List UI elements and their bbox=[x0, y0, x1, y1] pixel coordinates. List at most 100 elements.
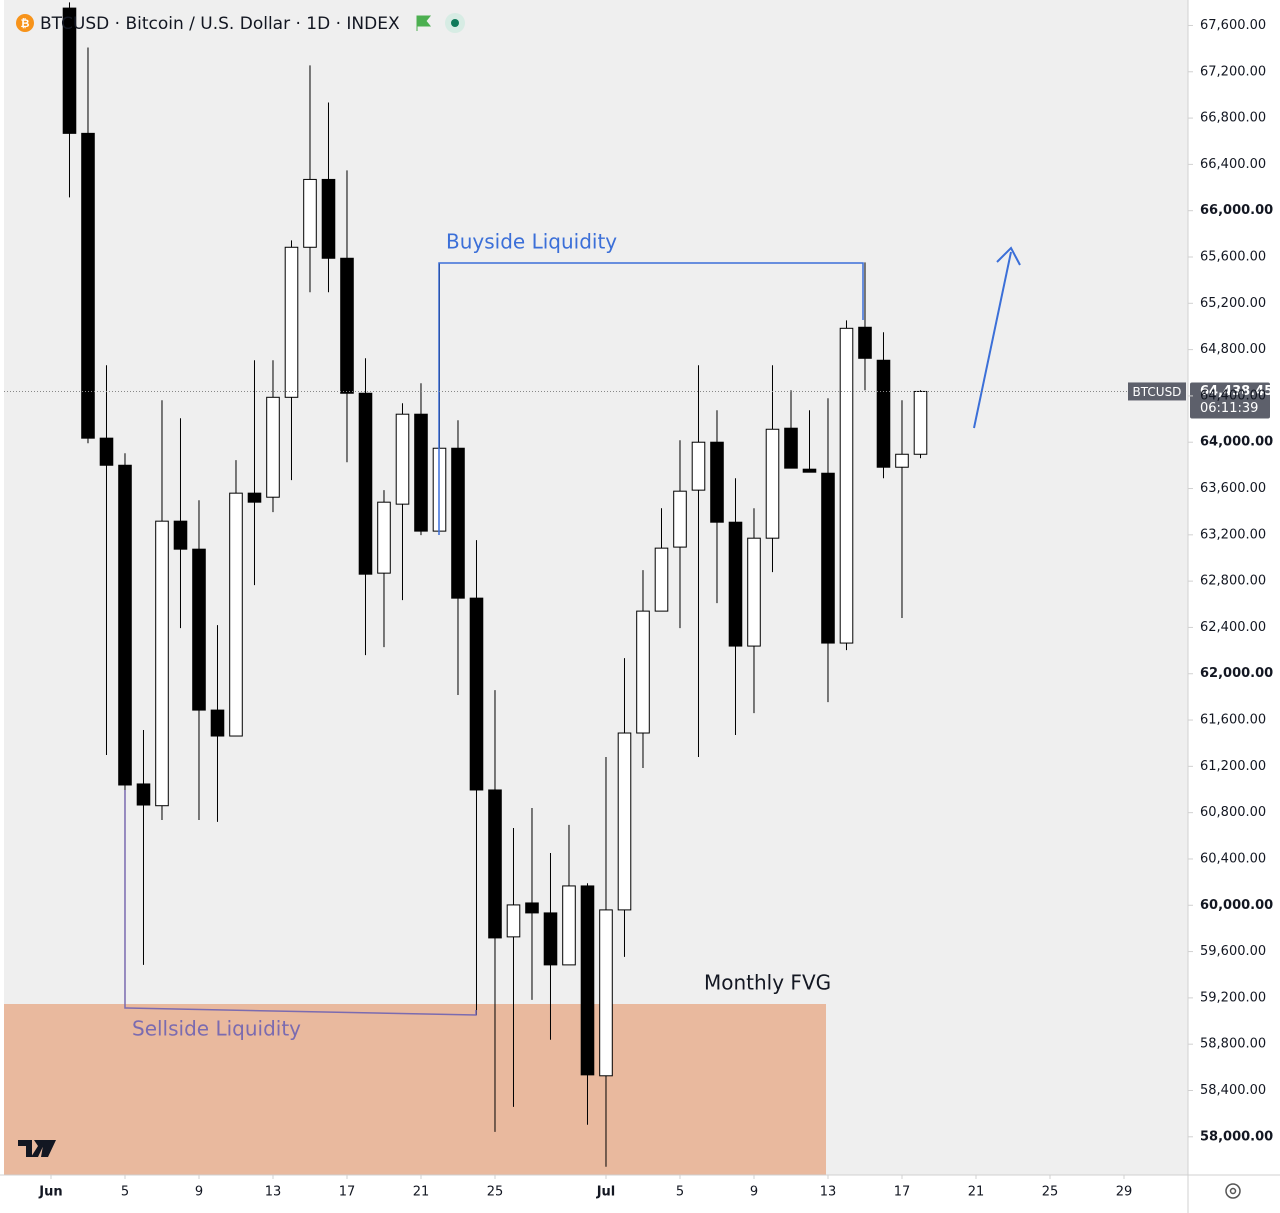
chart-title: BTCUSD · Bitcoin / U.S. Dollar · 1D · IN… bbox=[40, 14, 400, 34]
candle-body bbox=[691, 441, 706, 491]
candle-body bbox=[99, 437, 114, 466]
candle-body bbox=[636, 610, 650, 734]
flag-icon bbox=[416, 15, 432, 31]
candle-body bbox=[543, 912, 558, 966]
y-tick-label: 65,200.00 bbox=[1200, 296, 1266, 311]
candle-body bbox=[488, 789, 502, 939]
y-tick-label: 63,200.00 bbox=[1200, 527, 1266, 542]
candle-body bbox=[876, 359, 891, 468]
candle-body bbox=[599, 909, 613, 1077]
x-tick-label: 25 bbox=[1042, 1185, 1059, 1200]
x-tick-label: 5 bbox=[676, 1185, 684, 1200]
x-tick-label: 9 bbox=[750, 1185, 758, 1200]
x-tick-label: 25 bbox=[487, 1185, 504, 1200]
candle-body bbox=[266, 396, 280, 498]
candle-body bbox=[118, 464, 132, 786]
candle-body bbox=[321, 178, 336, 259]
logo bbox=[18, 1140, 56, 1157]
y-tick-label: 66,800.00 bbox=[1200, 111, 1266, 126]
candle-body bbox=[839, 327, 854, 644]
coin-symbol: ₿ bbox=[21, 17, 30, 30]
candle-body bbox=[710, 441, 724, 523]
candle-body bbox=[395, 413, 410, 505]
candle-body bbox=[525, 902, 539, 914]
candle-body bbox=[210, 709, 225, 737]
x-tick-label: 17 bbox=[894, 1185, 911, 1200]
settings-icon[interactable] bbox=[1225, 1183, 1241, 1199]
candle-body bbox=[173, 520, 188, 550]
candle-body bbox=[580, 885, 595, 1076]
sellside-line bbox=[124, 790, 477, 1016]
candle-body bbox=[802, 468, 817, 473]
candle-body bbox=[247, 492, 262, 503]
status-dot bbox=[451, 19, 459, 27]
candle-body bbox=[728, 521, 743, 647]
y-tick-label: 62,400.00 bbox=[1200, 620, 1266, 635]
buyside-line bbox=[438, 262, 864, 535]
x-tick-label: 13 bbox=[820, 1185, 837, 1200]
x-tick-label: 5 bbox=[121, 1185, 129, 1200]
y-tick-label: 64,800.00 bbox=[1200, 342, 1266, 357]
y-tick-label: 66,000.00 bbox=[1200, 203, 1273, 218]
arrow-head bbox=[996, 246, 1021, 266]
y-tick-label: 58,400.00 bbox=[1200, 1083, 1266, 1098]
candle-body bbox=[136, 783, 151, 806]
price-badge-countdown: 06:11:39 bbox=[1200, 401, 1258, 416]
price-badge: BTCUSD 64,438.45 06:11:39 bbox=[1128, 382, 1273, 419]
candle-body bbox=[895, 453, 909, 468]
y-tick-label: 60,400.00 bbox=[1200, 851, 1266, 866]
y-tick-label: 64,400.00 bbox=[1200, 388, 1266, 403]
y-tick-label: 61,600.00 bbox=[1200, 713, 1266, 728]
candle-body bbox=[784, 427, 798, 469]
y-tick-label: 63,600.00 bbox=[1200, 481, 1266, 496]
settings-icon-center[interactable] bbox=[1229, 1187, 1237, 1195]
annotation: Buyside Liquidity bbox=[446, 230, 617, 254]
candle-body bbox=[377, 501, 391, 574]
candle-body bbox=[414, 413, 428, 532]
candle-body bbox=[303, 178, 317, 248]
price-badge-symbol: BTCUSD bbox=[1133, 385, 1182, 399]
plot-area bbox=[4, 0, 1188, 1175]
y-tick-label: 61,200.00 bbox=[1200, 759, 1266, 774]
price-badge-box bbox=[1190, 382, 1270, 419]
x-tick-label: 29 bbox=[1116, 1185, 1133, 1200]
y-tick-label: 59,200.00 bbox=[1200, 990, 1266, 1005]
candle-body bbox=[358, 392, 373, 575]
y-tick-label: 60,000.00 bbox=[1200, 898, 1273, 913]
candle-body bbox=[858, 326, 872, 359]
annotation: Monthly FVG bbox=[704, 971, 831, 995]
candle-body bbox=[821, 472, 835, 644]
x-tick-label: 17 bbox=[339, 1185, 356, 1200]
y-tick-label: 67,200.00 bbox=[1200, 64, 1266, 79]
y-tick-label: 65,600.00 bbox=[1200, 249, 1266, 264]
candle-body bbox=[617, 732, 632, 911]
candle-body bbox=[506, 904, 521, 938]
y-tick-label: 58,800.00 bbox=[1200, 1037, 1266, 1052]
candle-body bbox=[340, 257, 354, 394]
y-tick-label: 66,400.00 bbox=[1200, 157, 1266, 172]
candle-body bbox=[451, 447, 465, 599]
x-tick-label: 9 bbox=[195, 1185, 203, 1200]
candle-body bbox=[765, 428, 780, 539]
candle-body bbox=[673, 490, 687, 548]
x-tick-label: 21 bbox=[413, 1185, 430, 1200]
y-tick-label: 59,600.00 bbox=[1200, 944, 1266, 959]
y-tick-label: 62,000.00 bbox=[1200, 666, 1273, 681]
y-tick-label: 62,800.00 bbox=[1200, 574, 1266, 589]
y-tick-label: 60,800.00 bbox=[1200, 805, 1266, 820]
y-tick-label: 58,000.00 bbox=[1200, 1129, 1273, 1144]
x-tick-label: 21 bbox=[968, 1185, 985, 1200]
annotation: Sellside Liquidity bbox=[132, 1017, 301, 1041]
candle-body bbox=[229, 492, 243, 737]
candle-body bbox=[469, 597, 484, 791]
y-tick-label: 64,000.00 bbox=[1200, 435, 1273, 450]
candles bbox=[62, 2, 928, 1167]
price-badge-symbol-box bbox=[1128, 382, 1186, 401]
x-tick-label: Jul bbox=[596, 1185, 616, 1200]
candle-body bbox=[562, 885, 576, 966]
x-tick-label: 13 bbox=[265, 1185, 282, 1200]
arrow bbox=[973, 251, 1012, 429]
candle-body bbox=[192, 548, 206, 711]
x-tick-label: Jun bbox=[38, 1185, 62, 1200]
